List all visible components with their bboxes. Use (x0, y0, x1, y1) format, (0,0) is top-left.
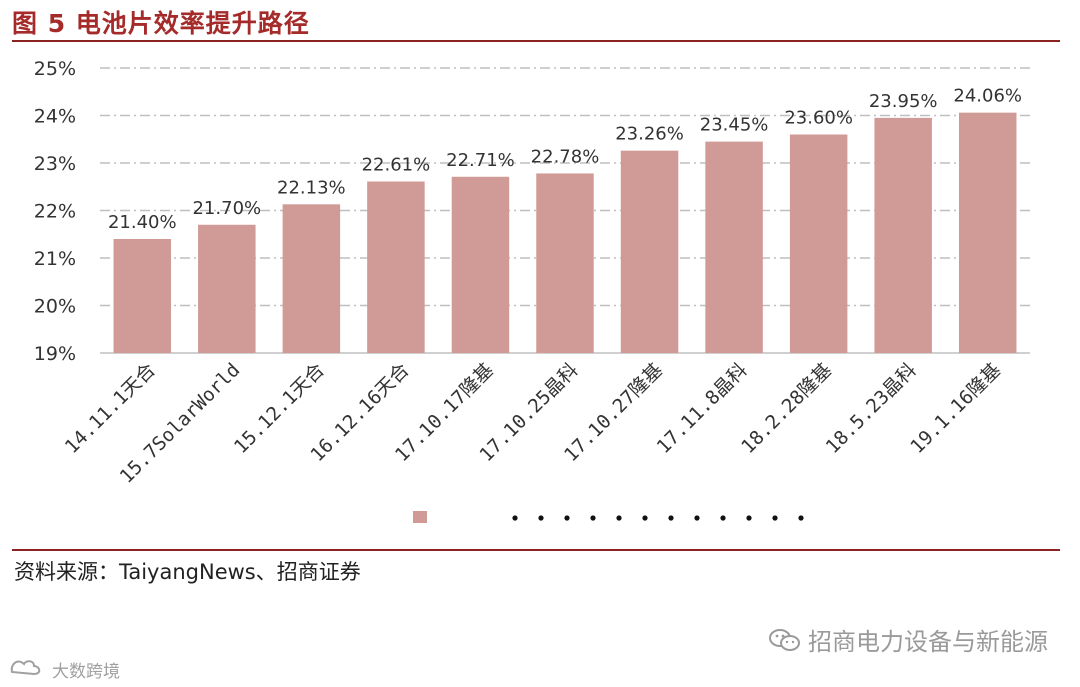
x-axis-ticks: 14.11.1天合15.7SolarWorld15.12.1天合16.12.16… (61, 359, 1006, 488)
y-tick-label: 25% (34, 58, 76, 80)
source-rule (12, 549, 1060, 551)
data-labels: 21.40% 21.70% 22.13% 22.61% 22.71% 22.78% 23.2… (108, 86, 1022, 233)
data-label: 21.70% (192, 198, 261, 219)
watermark: 招商电力设备与新能源 (768, 622, 1048, 657)
legend (413, 511, 804, 523)
watermark-text: 招商电力设备与新能源 (808, 628, 1048, 656)
legend-swatch-dotted (512, 515, 804, 521)
y-tick-label: 21% (34, 248, 76, 270)
data-label: 21.40% (108, 212, 177, 233)
figure-title: 图 5 电池片效率提升路径 (12, 9, 310, 38)
bar (536, 173, 594, 353)
data-label: 24.06% (953, 86, 1022, 107)
title-rule (12, 40, 1060, 42)
bar-chart: 19% 20% 21% 22% 23% 24% 25% 21.40% 21.70% 22.13%… (34, 58, 1030, 523)
y-tick-label: 22% (34, 201, 76, 223)
y-tick-label: 24% (34, 106, 76, 128)
bar (789, 134, 848, 353)
bar (958, 112, 1017, 354)
logo-icon (8, 656, 48, 683)
data-label: 22.13% (277, 177, 346, 198)
data-label: 22.78% (531, 146, 600, 167)
wechat-icon (768, 627, 802, 653)
corner-mark-text: 大数跨境 (52, 662, 120, 682)
data-label: 22.61% (362, 155, 431, 176)
legend-swatch-bar (413, 511, 427, 523)
bar (198, 224, 256, 353)
data-label: 23.45% (700, 115, 769, 136)
bar (113, 239, 172, 353)
bar (620, 150, 679, 353)
data-label: 23.60% (784, 108, 853, 129)
x-tick-label: 19.1.16隆基 (906, 359, 1005, 458)
y-tick-label: 19% (34, 343, 76, 365)
y-axis-ticks: 19% 20% 21% 22% 23% 24% 25% (34, 58, 76, 365)
source-note: 资料来源：TaiyangNews、招商证券 (14, 560, 361, 584)
y-tick-label: 23% (34, 153, 76, 175)
bar (451, 176, 510, 353)
data-label: 23.95% (869, 91, 938, 112)
data-label: 22.71% (446, 150, 515, 171)
data-label: 23.26% (615, 124, 684, 145)
bars (113, 112, 1017, 354)
bar (705, 141, 763, 353)
y-tick-label: 20% (34, 296, 76, 318)
bar (874, 117, 932, 353)
bar (282, 204, 341, 353)
corner-watermark: 大数跨境 (8, 656, 120, 683)
bar (367, 181, 425, 353)
